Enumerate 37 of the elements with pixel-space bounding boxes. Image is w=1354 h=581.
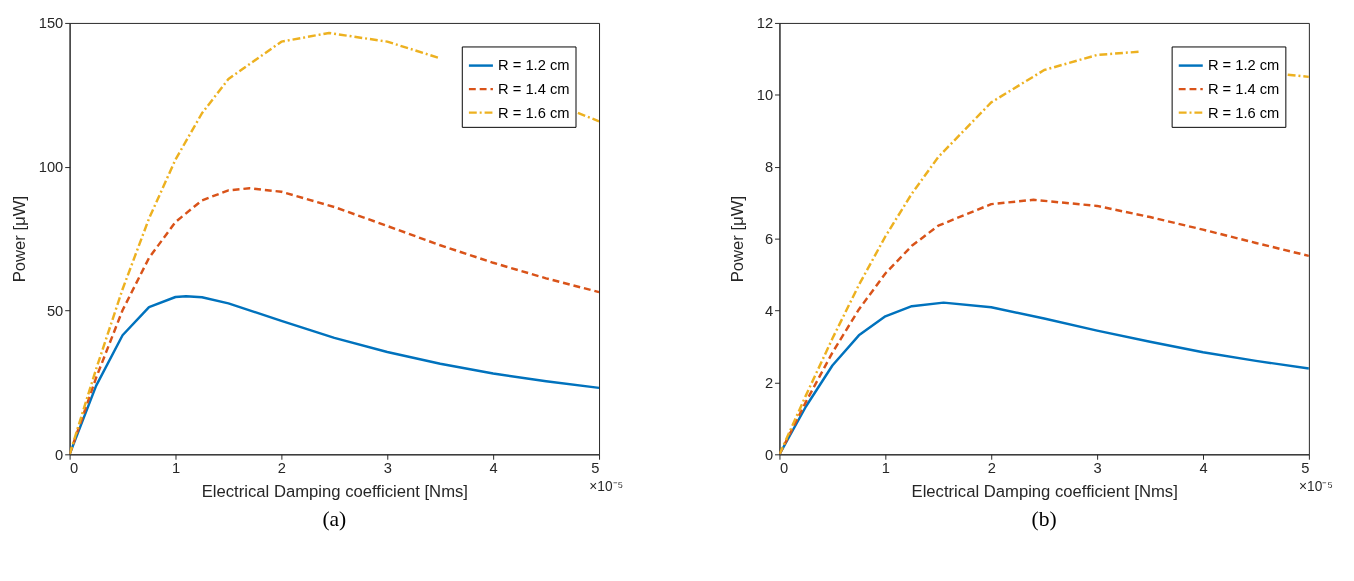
x-tick-label: 5: [591, 460, 600, 477]
y-tick-label: 10: [756, 87, 774, 104]
x-tick-label: 4: [489, 460, 498, 477]
x-axis-title: Electrical Damping coefficient [Nms]: [911, 481, 1178, 501]
x-tick-label: 3: [383, 460, 392, 477]
y-tick-label: 0: [55, 446, 64, 463]
y-tick-label: 2: [764, 374, 774, 391]
x-tick-label: 4: [1199, 460, 1208, 477]
legend-label: R = 1.6 cm: [1207, 104, 1280, 121]
y-tick-label: 150: [38, 15, 64, 32]
y-axis-title: Power [μW]: [9, 195, 29, 283]
y-tick-label: 6: [764, 231, 774, 248]
y-tick-label: 100: [38, 159, 64, 176]
x-tick-label: 0: [779, 460, 789, 477]
y-axis-title: Power [μW]: [728, 195, 747, 283]
x-tick-label: 2: [277, 460, 286, 477]
y-tick-label: 8: [764, 159, 774, 176]
x-tick-label: 1: [881, 460, 890, 477]
legend-label: R = 1.2 cm: [1207, 57, 1280, 74]
y-tick-label: 0: [764, 446, 774, 463]
x-tick-label: 2: [987, 460, 996, 477]
y-tick-label: 4: [764, 302, 774, 319]
text: ×10⁻⁵: [589, 478, 624, 494]
text: (a): [322, 506, 347, 531]
text: ×10⁻⁵: [1299, 478, 1334, 494]
legend-label: R = 1.4 cm: [1207, 81, 1280, 98]
y-tick-label: 50: [46, 302, 64, 319]
y-tick-label: 12: [756, 15, 774, 32]
x-tick-label: 5: [1301, 460, 1310, 477]
x-tick-label: 0: [70, 460, 79, 477]
x-tick-label: 1: [171, 460, 181, 477]
x-axis-title: Electrical Damping coefficient [Nms]: [201, 481, 468, 501]
legend-label: R = 1.2 cm: [498, 57, 570, 74]
legend-label: R = 1.4 cm: [498, 81, 570, 98]
text: (b): [1031, 506, 1057, 531]
legend-label: R = 1.6 cm: [498, 104, 570, 121]
x-tick-label: 3: [1093, 460, 1102, 477]
